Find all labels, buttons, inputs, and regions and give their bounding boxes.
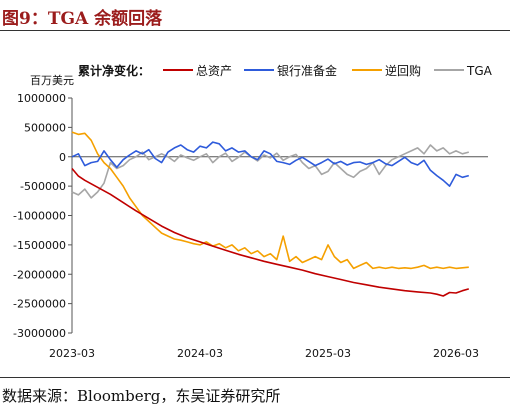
y-tick-label: -2500000: [13, 298, 66, 311]
y-tick-label: 1000000: [17, 92, 66, 105]
y-tick-label: -2000000: [13, 268, 66, 281]
series-line-2: [71, 131, 469, 270]
y-tick-label: 0: [59, 151, 66, 164]
y-axis: 1000000 500000 0 -500000 -1000000 -1500000 -20…: [13, 92, 73, 340]
top-rule: [0, 30, 510, 31]
x-tick-label: 2024-03: [177, 347, 223, 360]
legend-label-1: 银行准备金: [277, 63, 337, 78]
x-tick-label: 2025-03: [305, 347, 351, 360]
chart: 百万美元 累计净变化： 总资产 银行准备金 逆回购 TGA 1000000 500…: [13, 63, 493, 360]
y-tick-label: 500000: [24, 121, 66, 134]
y-tick-label: -1500000: [13, 239, 66, 252]
plot-lines: [71, 131, 470, 297]
y-unit-label: 百万美元: [30, 74, 74, 87]
legend-label-3: TGA: [466, 64, 493, 78]
legend-label-0: 总资产: [196, 64, 232, 78]
series-line-1: [71, 141, 470, 187]
y-tick-label: -3000000: [13, 327, 66, 340]
legend-title: 累计净变化：: [78, 63, 150, 78]
y-tick-label: -500000: [20, 180, 66, 193]
series-line-3: [71, 144, 470, 199]
x-tick-label: 2026-03: [433, 347, 479, 360]
bottom-rule: [0, 377, 510, 378]
legend: 总资产 银行准备金 逆回购 TGA: [163, 63, 493, 78]
x-tick-label: 2023-03: [49, 347, 95, 360]
y-tick-label: -1000000: [13, 210, 66, 223]
series-line-0: [71, 167, 470, 297]
x-axis: 2023-03 2024-03 2025-03 2026-03: [49, 156, 488, 360]
source-note: 数据来源：Bloomberg，东吴证券研究所: [2, 387, 281, 405]
legend-label-2: 逆回购: [385, 63, 421, 78]
figure-title: 图9：TGA 余额回落: [2, 9, 163, 29]
